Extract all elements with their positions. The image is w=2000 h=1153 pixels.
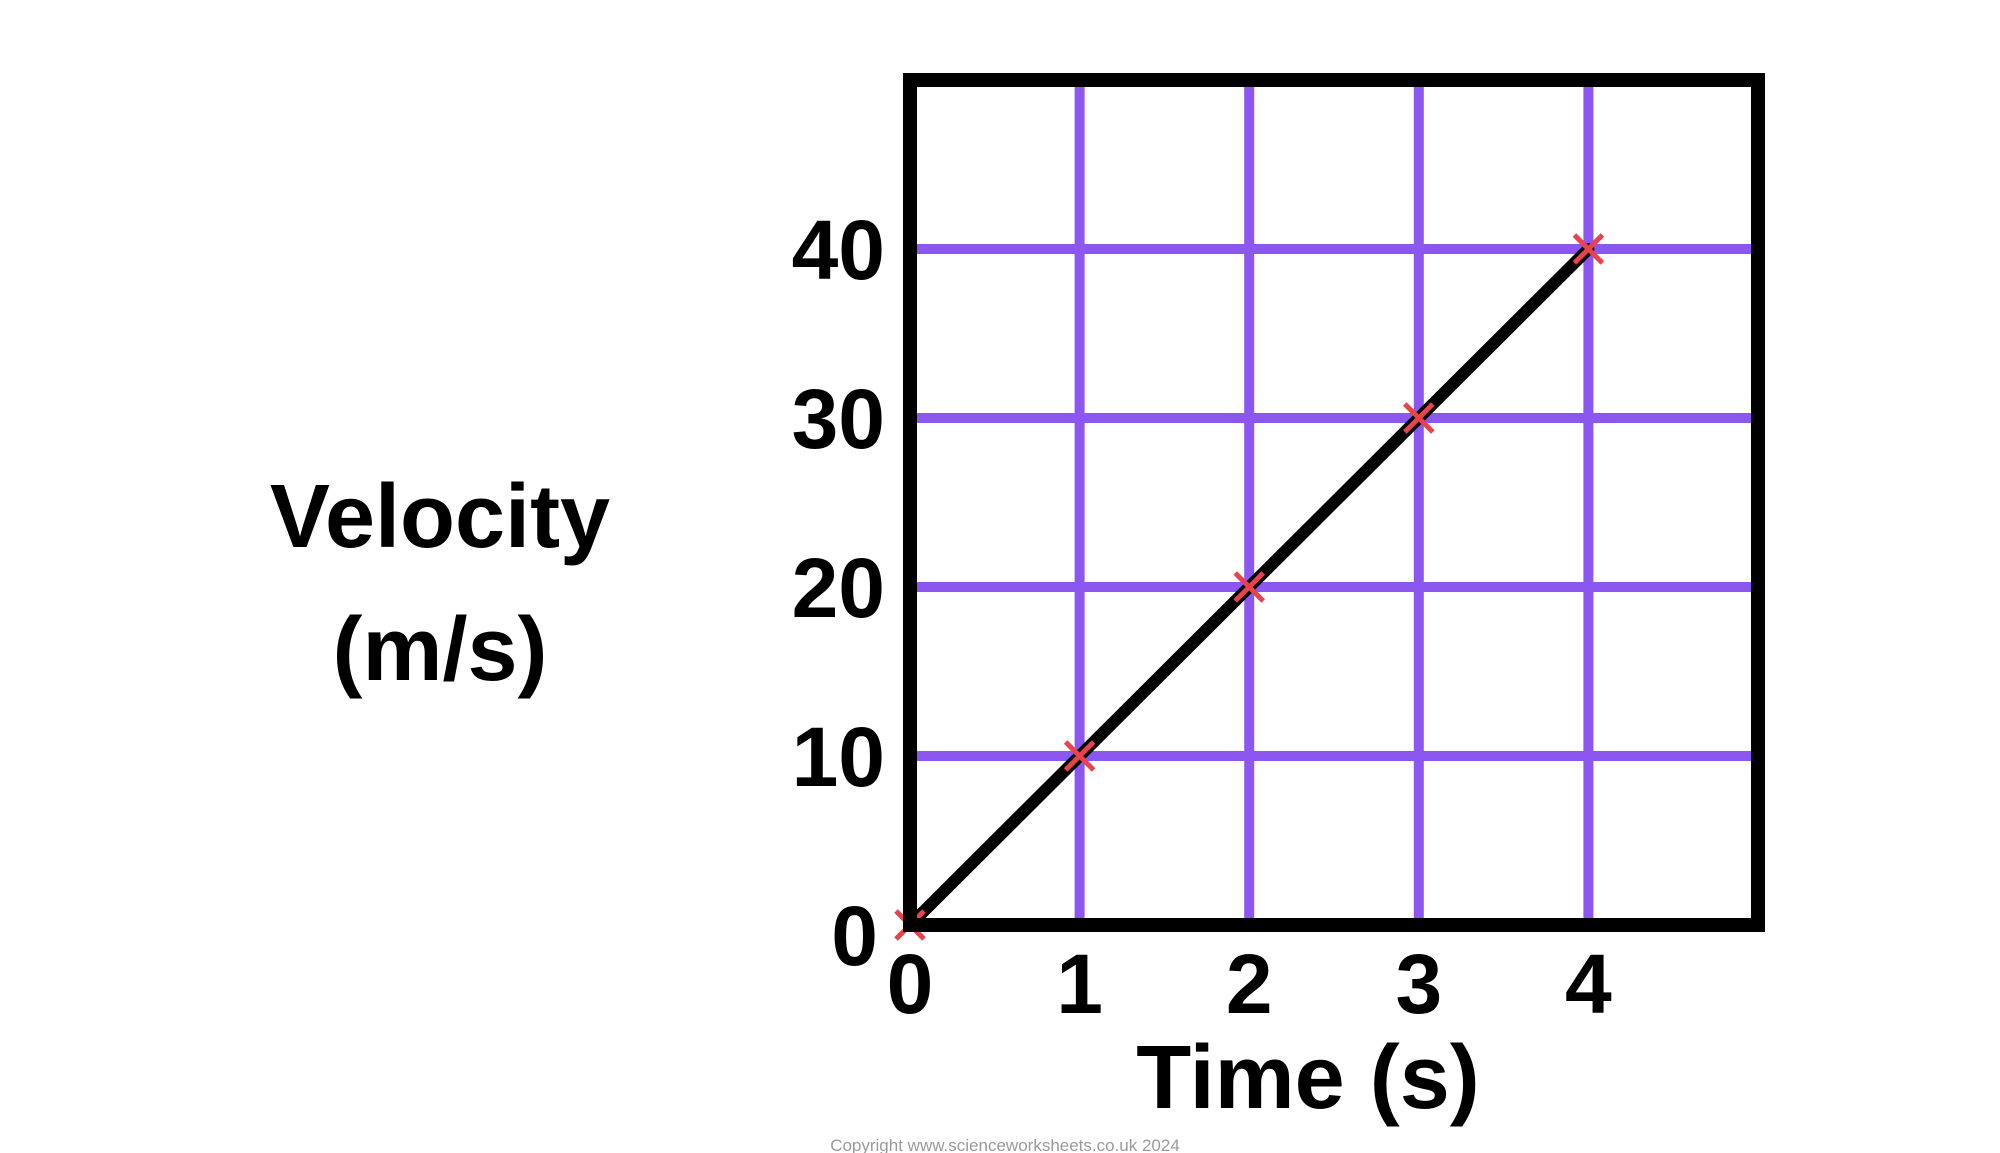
- x-tick-label: 4: [1565, 937, 1612, 1031]
- data-point-marker: [1572, 233, 1605, 265]
- y-tick-label: 30: [792, 372, 885, 466]
- x-tick-label: 3: [1395, 937, 1442, 1031]
- tick-layer: 0 10 20 30 40 0 1 2 3 4: [792, 203, 1612, 1031]
- data-point-marker: [1063, 740, 1096, 772]
- x-axis-title: Time (s): [1136, 1028, 1479, 1128]
- data-point-marker: [1403, 402, 1435, 434]
- marker-stroke: [1403, 402, 1435, 434]
- x-tick-label: 0: [887, 937, 934, 1031]
- y-axis-title-line-2: (m/s): [332, 600, 547, 700]
- x-tick-label: 1: [1056, 937, 1103, 1031]
- frame-layer: [903, 73, 1765, 932]
- marker-stroke: [1572, 233, 1605, 265]
- data-point-marker: [1233, 571, 1265, 603]
- copyright-text: Copyright www.scienceworksheets.co.uk 20…: [830, 1136, 1180, 1153]
- grid-layer: [910, 80, 1758, 925]
- x-tick-label: 2: [1226, 937, 1273, 1031]
- marker-layer: [894, 233, 1605, 941]
- plot-frame: [903, 73, 1765, 932]
- y-tick-label: 10: [792, 710, 885, 804]
- y-tick-label: 20: [792, 541, 885, 635]
- y-tick-label: 40: [792, 203, 885, 297]
- y-tick-label: 0: [831, 889, 878, 983]
- marker-stroke: [1063, 740, 1096, 772]
- y-axis-title-line-1: Velocity: [270, 467, 610, 567]
- marker-stroke: [1233, 571, 1265, 603]
